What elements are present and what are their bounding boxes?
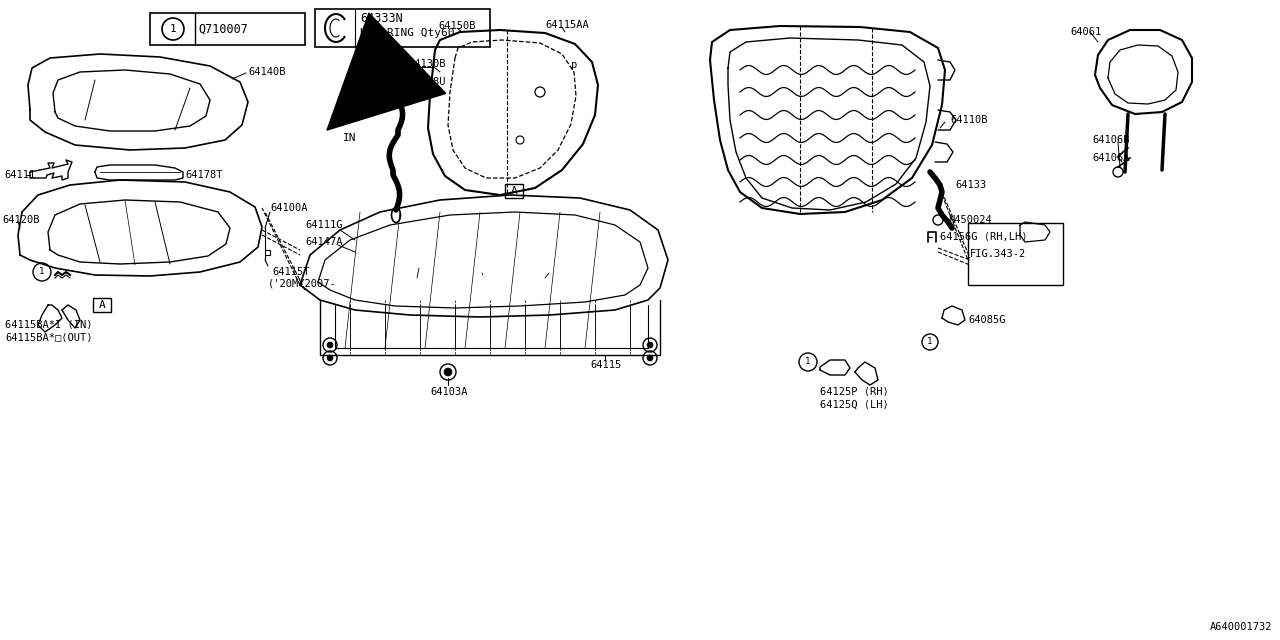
Text: 64115AA: 64115AA — [545, 20, 589, 30]
Text: N450024: N450024 — [948, 215, 992, 225]
Text: 64126: 64126 — [375, 53, 406, 63]
Text: 1: 1 — [40, 268, 45, 276]
Text: 64100A: 64100A — [270, 203, 307, 213]
Circle shape — [646, 342, 653, 348]
Text: 64125P ⟨RH⟩: 64125P ⟨RH⟩ — [820, 387, 888, 397]
Text: 64111: 64111 — [4, 170, 36, 180]
Text: 1: 1 — [805, 358, 810, 367]
Text: A: A — [511, 186, 517, 196]
Text: 64103A: 64103A — [430, 387, 467, 397]
Text: 1: 1 — [170, 24, 177, 34]
Text: A: A — [99, 300, 105, 310]
Circle shape — [326, 342, 333, 348]
Text: 64178T: 64178T — [186, 170, 223, 180]
Text: 64085G: 64085G — [968, 315, 1006, 325]
Text: 64125Q ⟨LH⟩: 64125Q ⟨LH⟩ — [820, 400, 888, 410]
Circle shape — [646, 355, 653, 361]
Text: 64115BA*□⟨OUT⟩: 64115BA*□⟨OUT⟩ — [5, 333, 92, 343]
Text: HOG RING Qty60: HOG RING Qty60 — [360, 28, 454, 38]
Ellipse shape — [389, 72, 398, 88]
Text: ('20MY2007-: ('20MY2007- — [268, 278, 337, 288]
Text: 64133: 64133 — [955, 180, 987, 190]
Text: 64178U: 64178U — [408, 77, 445, 87]
Text: IN: IN — [343, 133, 357, 143]
Text: 64110B: 64110B — [950, 115, 987, 125]
Text: 64106A: 64106A — [1092, 153, 1129, 163]
Text: 64130B: 64130B — [408, 59, 445, 69]
Ellipse shape — [392, 207, 401, 223]
Text: 64156G ⟨RH,LH⟩: 64156G ⟨RH,LH⟩ — [940, 232, 1028, 242]
Text: 64106B: 64106B — [1092, 135, 1129, 145]
Text: A640001732: A640001732 — [1210, 622, 1272, 632]
Circle shape — [444, 368, 452, 376]
Text: 1: 1 — [927, 337, 933, 346]
Text: 64140B: 64140B — [248, 67, 285, 77]
Circle shape — [326, 355, 333, 361]
Text: 64111G: 64111G — [305, 220, 343, 230]
Text: 64120B: 64120B — [3, 215, 40, 225]
Text: 64115T: 64115T — [273, 267, 310, 277]
Text: 64333N: 64333N — [360, 13, 403, 26]
Text: FIG.343-2: FIG.343-2 — [970, 249, 1027, 259]
Text: Q710007: Q710007 — [198, 22, 248, 35]
Text: 64115BA*I ⟨IN⟩: 64115BA*I ⟨IN⟩ — [5, 320, 92, 330]
Text: 64061: 64061 — [1070, 27, 1101, 37]
Text: p: p — [571, 60, 577, 70]
Text: 64147A: 64147A — [305, 237, 343, 247]
Text: 64115: 64115 — [590, 360, 621, 370]
Text: 64150B: 64150B — [438, 21, 475, 31]
